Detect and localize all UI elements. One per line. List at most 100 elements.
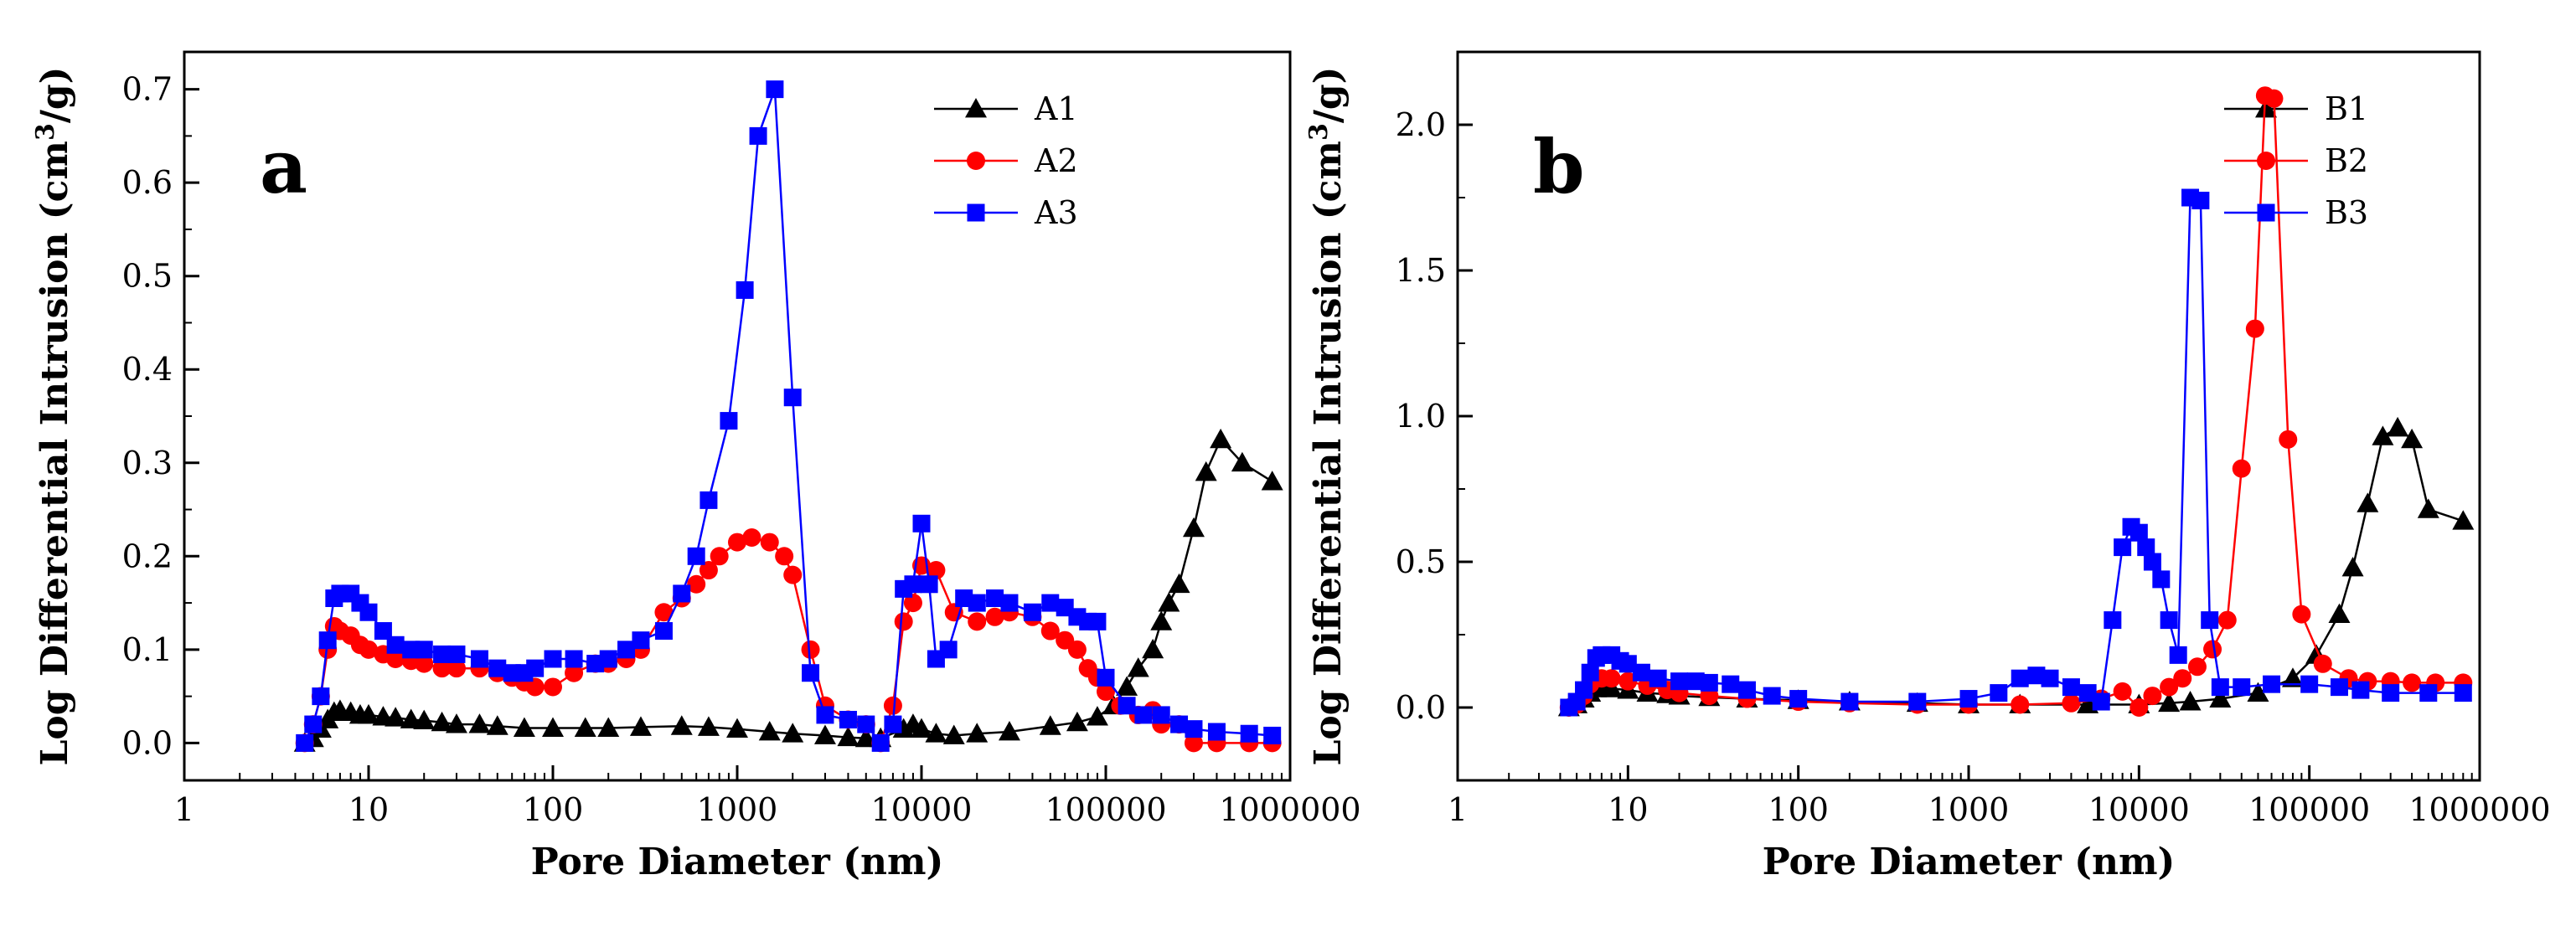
data-point-A2 — [968, 612, 987, 631]
x-tick-label: 1000 — [1928, 791, 2010, 828]
data-point-A3 — [912, 514, 931, 533]
data-point-B3 — [2137, 538, 2155, 557]
data-point-A3 — [1263, 726, 1282, 744]
data-point-B3 — [2011, 669, 2029, 687]
data-point-A3 — [1134, 706, 1153, 724]
legend-marker — [967, 152, 985, 170]
data-point-A3 — [749, 126, 767, 145]
data-point-B2 — [2313, 654, 2332, 673]
data-point-B1 — [2209, 687, 2232, 708]
data-point-A3 — [374, 622, 392, 641]
data-point-A2 — [544, 677, 562, 697]
data-point-A3 — [1097, 668, 1115, 687]
data-point-A2 — [1097, 682, 1115, 702]
data-point-B3 — [2454, 684, 2472, 702]
data-point-A1 — [574, 717, 596, 737]
data-point-A1 — [697, 716, 720, 736]
data-point-A3 — [447, 645, 466, 663]
data-point-A1 — [629, 716, 652, 736]
data-point-A3 — [415, 641, 433, 659]
data-point-A3 — [1207, 723, 1226, 741]
data-point-B2 — [2062, 693, 2081, 713]
x-axis-label: Pore Diameter (nm) — [531, 841, 944, 883]
legend-entry-B1: B1 — [2224, 90, 2368, 127]
y-tick-label: 0.4 — [122, 351, 173, 388]
data-point-B3 — [1763, 687, 1781, 705]
y-tick-label: 0.5 — [1396, 543, 1446, 580]
data-point-A2 — [525, 677, 545, 697]
data-point-B2 — [2011, 695, 2030, 714]
data-point-B3 — [1649, 669, 1667, 687]
data-point-B3 — [2092, 692, 2110, 711]
y-tick-label: 0.2 — [122, 538, 173, 574]
data-point-B1 — [2401, 428, 2424, 449]
data-point-A3 — [816, 706, 834, 724]
data-point-B1 — [2158, 692, 2181, 713]
data-point-B2 — [2143, 687, 2162, 706]
data-point-A3 — [1152, 706, 1170, 724]
data-point-B3 — [1670, 672, 1689, 691]
data-point-A1 — [782, 723, 804, 743]
data-point-A1 — [942, 724, 965, 744]
data-point-A3 — [544, 650, 562, 668]
data-point-A3 — [884, 715, 902, 733]
data-point-A3 — [673, 584, 691, 603]
data-point-A1 — [998, 721, 1020, 741]
legend-label: B2 — [2325, 142, 2368, 179]
data-point-A1 — [1158, 592, 1180, 612]
data-point-B3 — [2300, 675, 2319, 693]
data-point-A3 — [920, 575, 938, 594]
data-point-B2 — [2203, 640, 2222, 659]
data-point-B2 — [2245, 319, 2264, 338]
data-point-A2 — [894, 612, 913, 631]
x-tick-label: 10 — [1608, 791, 1648, 828]
legend-entry-A1: A1 — [934, 90, 1078, 127]
data-point-A3 — [1185, 720, 1203, 738]
data-point-A3 — [939, 641, 958, 659]
data-point-A1 — [358, 703, 379, 724]
data-point-B1 — [2341, 556, 2364, 577]
data-point-B1 — [2387, 416, 2409, 437]
data-point-B2 — [2129, 698, 2149, 717]
data-point-A1 — [431, 711, 453, 732]
data-point-B3 — [2191, 191, 2210, 209]
data-point-B3 — [2263, 675, 2281, 693]
data-point-A3 — [304, 715, 323, 733]
data-point-B3 — [1959, 690, 1978, 708]
data-point-B2 — [1618, 672, 1638, 691]
series-line-B2 — [1568, 94, 2464, 709]
data-point-A3 — [488, 659, 507, 677]
data-point-B2 — [2173, 669, 2192, 688]
data-point-A1 — [1168, 573, 1190, 594]
data-point-A2 — [565, 663, 584, 682]
data-point-B2 — [2279, 430, 2298, 449]
data-point-A2 — [985, 607, 1004, 626]
data-point-A2 — [1067, 640, 1087, 659]
x-tick-label: 1000000 — [2408, 791, 2550, 828]
data-point-B1 — [2452, 510, 2475, 530]
x-tick-label: 10000 — [2088, 791, 2190, 828]
data-point-B3 — [2382, 684, 2400, 702]
data-point-A1 — [1182, 517, 1205, 538]
data-point-B2 — [2292, 605, 2311, 624]
legend-marker — [2255, 98, 2277, 118]
data-point-A1 — [1127, 657, 1149, 677]
data-point-A1 — [925, 723, 947, 743]
data-point-A3 — [654, 622, 673, 641]
data-point-B3 — [2104, 611, 2122, 630]
data-point-A3 — [470, 650, 488, 668]
data-point-A1 — [670, 715, 693, 735]
data-point-A2 — [927, 561, 946, 580]
y-tick-label: 1.5 — [1396, 252, 1446, 289]
data-point-A1 — [445, 713, 467, 733]
legend-marker — [965, 98, 987, 118]
data-point-A1 — [911, 718, 932, 738]
data-point-B1 — [2372, 425, 2394, 445]
data-point-A2 — [801, 640, 820, 659]
data-point-A3 — [526, 659, 545, 677]
data-point-A3 — [312, 687, 330, 706]
data-point-B2 — [2264, 89, 2284, 108]
data-point-A3 — [296, 733, 314, 752]
data-point-A2 — [415, 654, 434, 673]
